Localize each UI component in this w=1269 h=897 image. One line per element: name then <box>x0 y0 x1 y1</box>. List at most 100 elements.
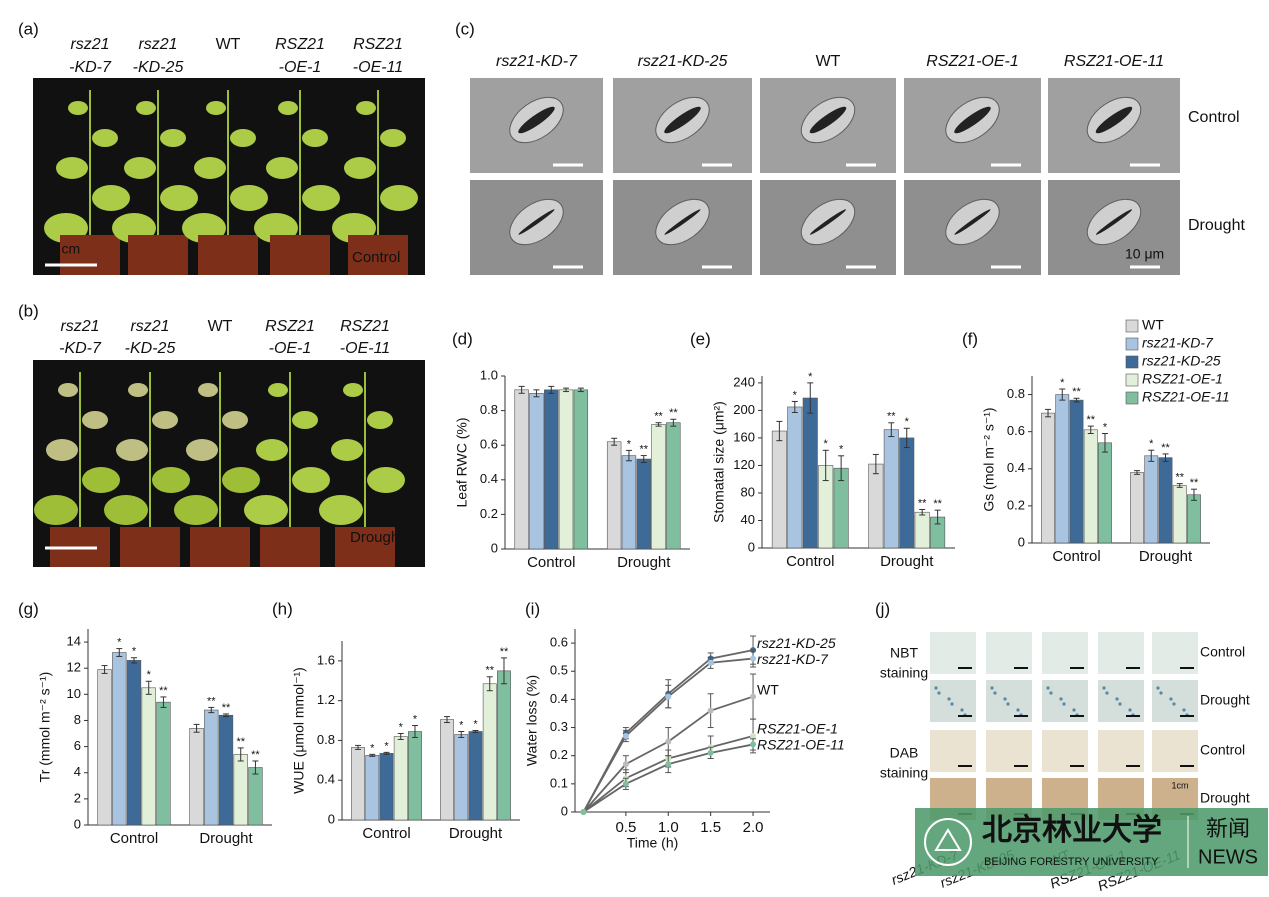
y-tick-label: 10 <box>67 686 81 701</box>
stain-dot <box>1102 686 1106 690</box>
point <box>707 659 714 666</box>
genotype-label: RSZ21 <box>340 318 390 335</box>
stain-dot <box>1003 697 1007 701</box>
row-label: Drought <box>1200 790 1250 806</box>
leaf <box>82 411 108 429</box>
significance: ** <box>1190 477 1199 489</box>
point <box>665 693 672 700</box>
bar <box>141 687 156 826</box>
leaf <box>128 383 148 397</box>
y-axis-label: Water loss (%) <box>524 675 540 766</box>
bar <box>156 701 171 826</box>
y-tick-label: 12 <box>67 660 81 675</box>
genotype-label: rsz21 <box>60 318 99 335</box>
leaf <box>34 495 78 525</box>
bar <box>1069 399 1084 544</box>
bar <box>440 719 454 821</box>
leaf <box>302 129 328 147</box>
y-tick-label: 160 <box>733 429 755 444</box>
x-tick-label: 0.5 <box>615 819 636 836</box>
y-tick-label: 0.2 <box>1007 497 1025 512</box>
panel-label: (c) <box>455 19 475 38</box>
stain-label: NBT <box>890 645 918 661</box>
genotype-label: RSZ21-OE-11 <box>1064 53 1164 70</box>
condition-label: Drought <box>350 529 404 546</box>
point <box>750 655 757 662</box>
pore <box>954 106 991 134</box>
leaf <box>222 411 248 429</box>
bar <box>914 511 930 549</box>
x-tick-label: Drought <box>1139 548 1193 565</box>
y-tick-label: 0 <box>74 816 81 831</box>
pot <box>348 235 408 275</box>
bar <box>1055 394 1070 544</box>
x-tick-label: 1.0 <box>658 819 679 836</box>
series-label: rsz21-KD-25 <box>757 635 836 651</box>
stain-dot <box>993 691 997 695</box>
significance: ** <box>1072 386 1081 398</box>
significance: ** <box>1086 414 1095 426</box>
leaf <box>58 383 78 397</box>
genotype-label: RSZ21-OE-1 <box>926 53 1018 70</box>
x-tick-label: Control <box>110 830 158 847</box>
panel-label: (g) <box>18 599 39 618</box>
bar <box>1041 412 1055 544</box>
scale-label: 10 cm <box>42 241 80 257</box>
bar <box>666 422 681 550</box>
significance: ** <box>654 411 663 423</box>
point <box>707 707 714 714</box>
significance: ** <box>207 695 216 707</box>
significance: ** <box>485 665 494 677</box>
y-tick-label: 0.4 <box>1007 460 1025 475</box>
y-tick-label: 1.2 <box>317 692 335 707</box>
significance: * <box>459 719 464 731</box>
watermark-subtitle: BEIJING FORESTRY UNIVERSITY <box>984 856 1159 868</box>
legend-swatch <box>1125 355 1139 369</box>
y-tick-label: 0 <box>561 803 568 818</box>
bar <box>408 731 422 821</box>
significance: * <box>384 740 389 752</box>
point <box>750 732 757 739</box>
significance: ** <box>918 497 927 509</box>
y-tick-label: 0.3 <box>550 719 568 734</box>
point <box>665 738 672 745</box>
series-label: rsz21-KD-7 <box>757 651 829 667</box>
y-tick-label: 0.4 <box>317 772 335 787</box>
leaf <box>82 467 120 493</box>
bar <box>529 392 544 550</box>
point <box>622 761 629 768</box>
legend-label: RSZ21-OE-1 <box>1142 371 1223 387</box>
pot <box>120 527 180 567</box>
leaf <box>46 439 78 461</box>
y-tick-label: 14 <box>67 634 81 649</box>
stain-dot <box>1159 691 1163 695</box>
leaf <box>222 467 260 493</box>
pore <box>809 209 847 235</box>
bar <box>573 389 589 550</box>
significance: ** <box>669 407 678 419</box>
y-tick-label: 0 <box>491 540 498 555</box>
y-tick-label: 200 <box>733 402 755 417</box>
legend-label: WT <box>1142 317 1164 333</box>
bar <box>365 755 380 821</box>
y-tick-label: 120 <box>733 457 755 472</box>
bar <box>248 767 263 826</box>
x-tick-label: 1.5 <box>700 819 721 836</box>
point <box>580 809 587 815</box>
leaf <box>331 439 363 461</box>
significance: * <box>905 416 910 428</box>
bar <box>544 389 559 550</box>
point <box>622 780 629 787</box>
series-label: RSZ21-OE-1 <box>757 721 838 737</box>
leaf <box>198 383 218 397</box>
pot <box>335 527 395 567</box>
y-axis-label: Leaf RWC (%) <box>454 418 470 508</box>
significance: * <box>793 389 798 401</box>
bar <box>514 389 529 550</box>
bar <box>189 728 204 826</box>
significance: ** <box>236 736 245 748</box>
watermark-logo <box>924 818 972 866</box>
genotype-label: -KD-25 <box>125 340 176 357</box>
x-tick-label: Drought <box>199 830 253 847</box>
leaf <box>256 439 288 461</box>
